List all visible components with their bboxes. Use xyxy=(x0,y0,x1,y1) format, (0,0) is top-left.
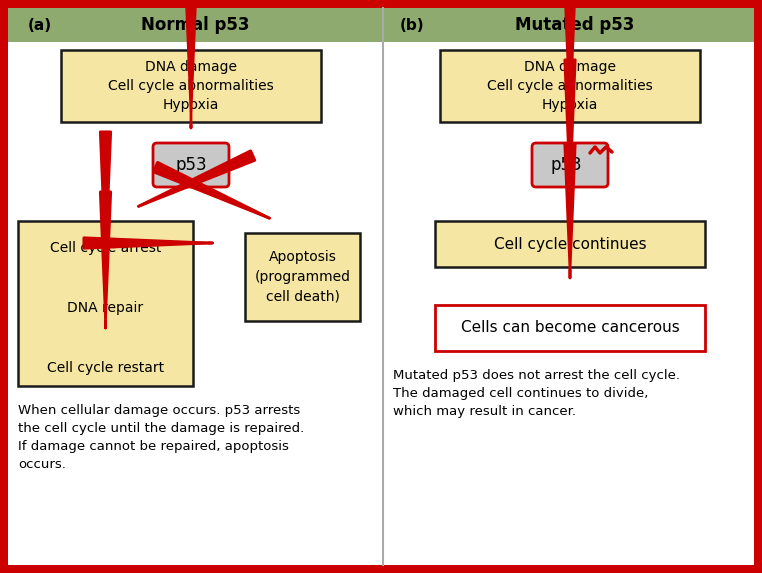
FancyBboxPatch shape xyxy=(153,143,229,187)
FancyBboxPatch shape xyxy=(18,221,193,386)
FancyBboxPatch shape xyxy=(245,233,360,321)
FancyBboxPatch shape xyxy=(435,221,705,267)
Text: Apoptosis
(programmed
cell death): Apoptosis (programmed cell death) xyxy=(255,250,351,304)
Text: Normal p53: Normal p53 xyxy=(141,16,249,34)
FancyBboxPatch shape xyxy=(435,305,705,351)
Text: (a): (a) xyxy=(28,18,52,33)
Text: DNA damage
Cell cycle abnormalities
Hypoxia: DNA damage Cell cycle abnormalities Hypo… xyxy=(487,60,653,112)
FancyBboxPatch shape xyxy=(8,8,754,565)
Text: Cell cycle restart: Cell cycle restart xyxy=(47,361,164,375)
Text: Mutated p53 does not arrest the cell cycle.
The damaged cell continues to divide: Mutated p53 does not arrest the cell cyc… xyxy=(393,369,680,418)
FancyBboxPatch shape xyxy=(8,8,754,42)
Text: Cell cycle arrest: Cell cycle arrest xyxy=(50,241,162,255)
FancyBboxPatch shape xyxy=(532,143,608,187)
Text: DNA damage
Cell cycle abnormalities
Hypoxia: DNA damage Cell cycle abnormalities Hypo… xyxy=(108,60,274,112)
Text: When cellular damage occurs. p53 arrests
the cell cycle until the damage is repa: When cellular damage occurs. p53 arrests… xyxy=(18,404,304,471)
Text: p53: p53 xyxy=(550,156,582,174)
Text: Mutated p53: Mutated p53 xyxy=(515,16,635,34)
Text: Cell cycle continues: Cell cycle continues xyxy=(494,237,646,252)
Text: Cells can become cancerous: Cells can become cancerous xyxy=(460,320,680,336)
FancyBboxPatch shape xyxy=(61,50,321,122)
Text: p53: p53 xyxy=(175,156,207,174)
FancyBboxPatch shape xyxy=(440,50,700,122)
Text: (b): (b) xyxy=(400,18,424,33)
Text: DNA repair: DNA repair xyxy=(68,301,143,315)
